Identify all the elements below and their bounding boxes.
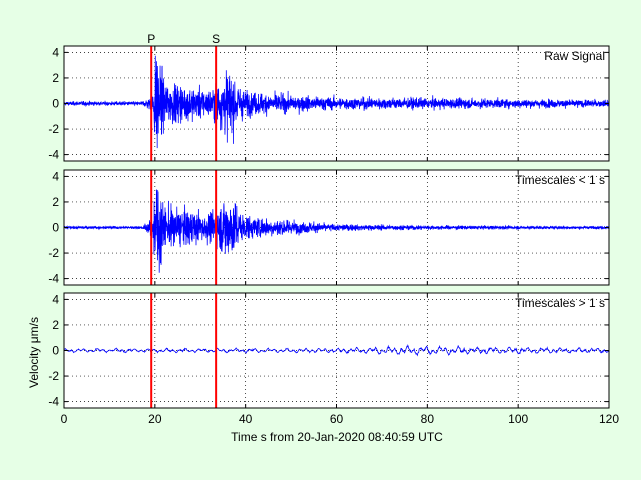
x-tick-label: 100 — [508, 412, 528, 426]
y-tick-label: 2 — [52, 71, 59, 85]
y-tick-label: 2 — [52, 318, 59, 332]
y-tick-label: 4 — [52, 45, 59, 59]
x-tick-label: 40 — [239, 412, 253, 426]
y-tick-label: 4 — [52, 169, 59, 183]
x-tick-label: 80 — [421, 412, 435, 426]
signal-trace-1 — [63, 55, 610, 149]
x-tick-label: 60 — [330, 412, 344, 426]
panel-title-2: Timescales < 1 s — [515, 173, 605, 187]
y-tick-label: 0 — [52, 344, 59, 358]
y-axis-label: Velocity μm/s — [27, 317, 41, 388]
x-tick-label: 120 — [599, 412, 619, 426]
y-tick-label: 0 — [52, 97, 59, 111]
x-tick-label: 20 — [148, 412, 162, 426]
y-tick-label: -4 — [48, 395, 59, 409]
panel-title-1: Raw Signal — [544, 49, 605, 63]
y-tick-label: 4 — [52, 292, 59, 306]
phase-label-s: S — [212, 32, 220, 46]
y-tick-label: 0 — [52, 221, 59, 235]
panel-title-3: Timescales > 1 s — [515, 296, 605, 310]
y-tick-label: 2 — [52, 195, 59, 209]
signal-trace-2 — [63, 189, 610, 273]
signal-trace-3 — [63, 344, 610, 357]
y-tick-label: -2 — [48, 122, 59, 136]
x-tick-label: 0 — [61, 412, 68, 426]
x-axis-label: Time s from 20-Jan-2020 08:40:59 UTC — [231, 430, 443, 444]
y-tick-label: -2 — [48, 246, 59, 260]
y-tick-label: -4 — [48, 148, 59, 162]
phase-label-p: P — [147, 32, 155, 46]
y-tick-label: -2 — [48, 369, 59, 383]
y-tick-label: -4 — [48, 272, 59, 286]
